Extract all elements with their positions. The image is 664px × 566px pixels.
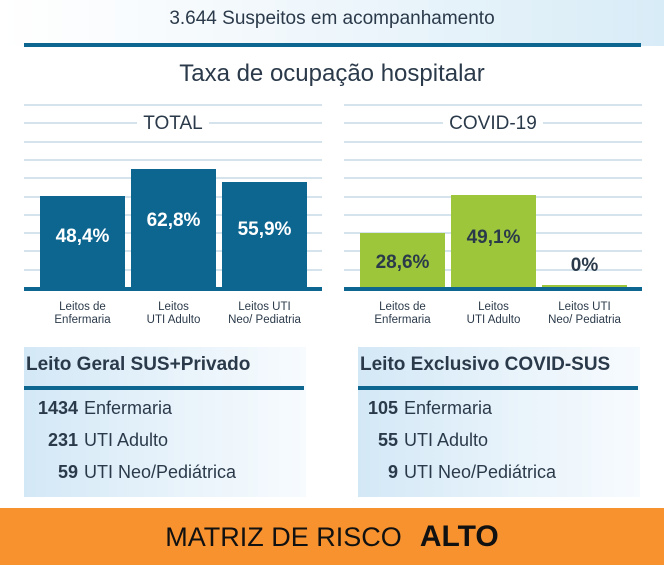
category-label: Leitos UTI Adulto bbox=[146, 301, 201, 326]
bar-value-label: 28,6% bbox=[375, 252, 430, 274]
panel-title: Leito Exclusivo COVID-SUS bbox=[360, 354, 611, 375]
bar bbox=[40, 196, 125, 287]
chart-title-text: COVID-19 bbox=[443, 113, 543, 134]
chart-baseline bbox=[24, 287, 322, 291]
category-label: Leitos UTI Adulto bbox=[466, 301, 521, 326]
category-label: Leitos de Enfermaria bbox=[374, 301, 431, 326]
bed-type: UTI Neo/Pediátrica bbox=[84, 462, 237, 482]
header-divider bbox=[24, 43, 641, 47]
panel-title: Leito Geral SUS+Privado bbox=[26, 354, 251, 375]
bed-count: 59 bbox=[57, 462, 78, 482]
risk-label: MATRIZ DE RISCO bbox=[165, 522, 402, 552]
covid-beds-panel: Leito Exclusivo COVID-SUS 105 Enfermaria … bbox=[358, 347, 640, 497]
chart-title: TOTAL bbox=[24, 113, 322, 135]
bed-row: 9 UTI Neo/Pediátrica bbox=[358, 462, 556, 483]
general-beds-panel: Leito Geral SUS+Privado 1434 Enfermaria 2… bbox=[24, 347, 306, 497]
bed-row: 55 UTI Adulto bbox=[358, 430, 488, 451]
bar bbox=[360, 233, 445, 287]
chart-baseline bbox=[344, 287, 642, 291]
bar-value-label: 62,8% bbox=[146, 210, 201, 232]
chart-title-text: TOTAL bbox=[137, 113, 209, 134]
bed-count: 55 bbox=[377, 430, 398, 450]
category-label: Leitos UTI Neo/ Pediatria bbox=[548, 301, 621, 326]
covid-occupancy-chart: COVID-19 28,6% Leitos de Enfermaria 49,1% Le… bbox=[344, 95, 642, 335]
gridline bbox=[344, 140, 642, 143]
suspects-count: 3.644 Suspeitos em acompanhamento bbox=[169, 8, 495, 29]
bed-row: 105 Enfermaria bbox=[358, 398, 492, 419]
bed-count: 231 bbox=[47, 430, 78, 450]
bed-row: 59 UTI Neo/Pediátrica bbox=[24, 462, 236, 483]
panel-divider bbox=[358, 386, 638, 390]
bed-type: Enfermaria bbox=[84, 398, 173, 418]
gridline bbox=[344, 104, 642, 106]
chart-title: COVID-19 bbox=[344, 113, 642, 135]
gridline bbox=[344, 158, 642, 161]
bar bbox=[131, 168, 216, 287]
bar bbox=[451, 194, 536, 287]
bed-count: 105 bbox=[367, 398, 398, 418]
bar bbox=[542, 285, 627, 287]
category-label: Leitos UTI Neo/ Pediatria bbox=[228, 301, 301, 326]
bed-type: UTI Adulto bbox=[404, 430, 489, 450]
page-title: Taxa de ocupação hospitalar bbox=[179, 60, 485, 87]
bed-row: 1434 Enfermaria bbox=[24, 398, 172, 419]
bar-value-label: 49,1% bbox=[466, 226, 521, 248]
bed-count: 9 bbox=[387, 462, 398, 482]
bed-type: Enfermaria bbox=[404, 398, 493, 418]
bar-value-label: 48,4% bbox=[55, 226, 110, 247]
panel-divider bbox=[24, 386, 304, 390]
bar-value-label: 0% bbox=[570, 255, 599, 276]
gridline bbox=[24, 104, 322, 106]
bed-count: 1434 bbox=[37, 398, 78, 418]
gridline bbox=[24, 158, 322, 161]
bed-type: UTI Neo/Pediátrica bbox=[404, 462, 557, 482]
bed-row: 231 UTI Adulto bbox=[24, 430, 168, 451]
gridline bbox=[24, 140, 322, 143]
header-strip bbox=[0, 0, 664, 46]
total-occupancy-chart: TOTAL 48,4% Leitos de Enfermaria 62,8% Leito… bbox=[24, 95, 322, 335]
gridline bbox=[344, 177, 642, 180]
bed-type: UTI Adulto bbox=[84, 430, 169, 450]
risk-matrix-banner: MATRIZ DE RISCO ALTO bbox=[0, 508, 664, 565]
bar-value-label: 55,9% bbox=[237, 218, 292, 240]
bar bbox=[222, 181, 307, 287]
category-label: Leitos de Enfermaria bbox=[54, 301, 111, 326]
risk-level: ALTO bbox=[419, 520, 499, 553]
